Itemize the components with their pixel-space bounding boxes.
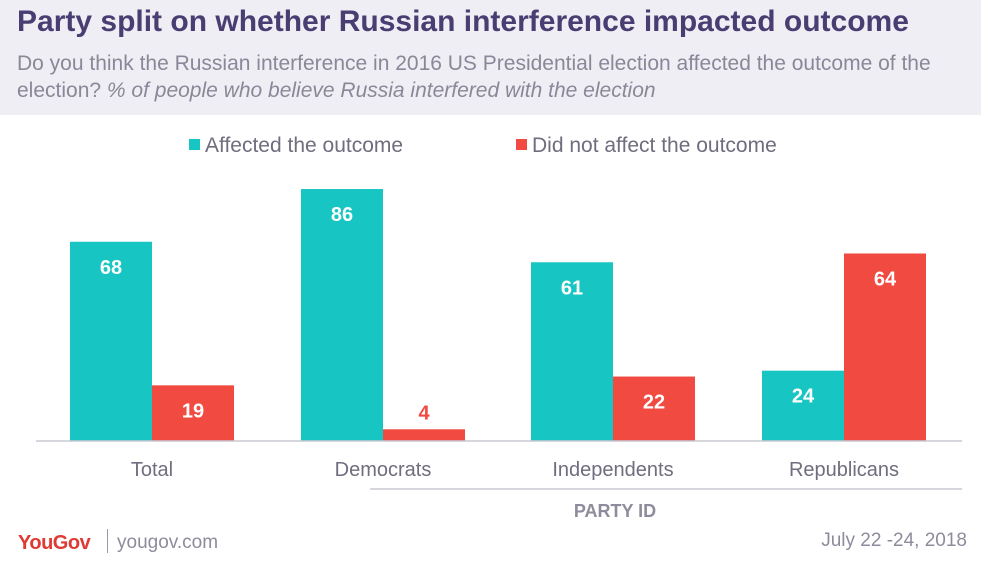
bar-value-label: 61 xyxy=(561,277,583,299)
chart-header: Party split on whether Russian interfere… xyxy=(0,0,981,115)
legend-label-not-affected: Did not affect the outcome xyxy=(532,134,777,157)
bar-value-label: 4 xyxy=(418,402,430,424)
bar-total-not-affected xyxy=(152,385,234,441)
bar-value-label: 22 xyxy=(643,392,665,414)
bar-value-label: 24 xyxy=(792,386,815,408)
group-label-party-id: PARTY ID xyxy=(574,501,656,521)
chart-subtitle: Do you think the Russian interference in… xyxy=(17,50,967,104)
bar-value-label: 19 xyxy=(182,400,204,422)
legend-label-affected: Affected the outcome xyxy=(205,134,403,157)
bar-democrats-not-affected xyxy=(383,429,465,441)
bar-independents-not-affected xyxy=(613,376,695,441)
category-labels: Total Democrats Independents Republicans xyxy=(131,459,899,481)
yougov-logo: YouGov xyxy=(18,532,91,554)
chart-legend: Affected the outcome Did not affect the o… xyxy=(189,134,777,157)
bar-democrats-affected xyxy=(301,189,383,441)
subtitle-question: Do you think the Russian interference in… xyxy=(17,52,931,102)
category-label-republicans: Republicans xyxy=(789,459,899,481)
legend-swatch-affected xyxy=(189,139,200,150)
subtitle-note: % of people who believe Russia interfere… xyxy=(106,79,656,102)
bar-republicans-not-affected xyxy=(844,253,926,441)
bar-value-label: 68 xyxy=(100,257,122,279)
footer-site: yougov.com xyxy=(117,532,219,553)
category-label-democrats: Democrats xyxy=(335,459,432,481)
category-label-total: Total xyxy=(131,459,173,481)
category-label-independents: Independents xyxy=(552,459,673,481)
legend-swatch-not-affected xyxy=(516,139,527,150)
bar-republicans-affected xyxy=(762,370,844,441)
chart-title: Party split on whether Russian interfere… xyxy=(17,5,909,38)
bar-value-label: 64 xyxy=(874,268,897,290)
bar-independents-affected xyxy=(531,262,613,441)
survey-date: July 22 -24, 2018 xyxy=(821,530,967,551)
bar-total-affected xyxy=(70,241,152,441)
bar-group: 68 19 86 4 61 22 24 64 xyxy=(70,189,926,441)
footer-divider xyxy=(107,529,108,553)
bar-value-label: 86 xyxy=(331,204,353,226)
